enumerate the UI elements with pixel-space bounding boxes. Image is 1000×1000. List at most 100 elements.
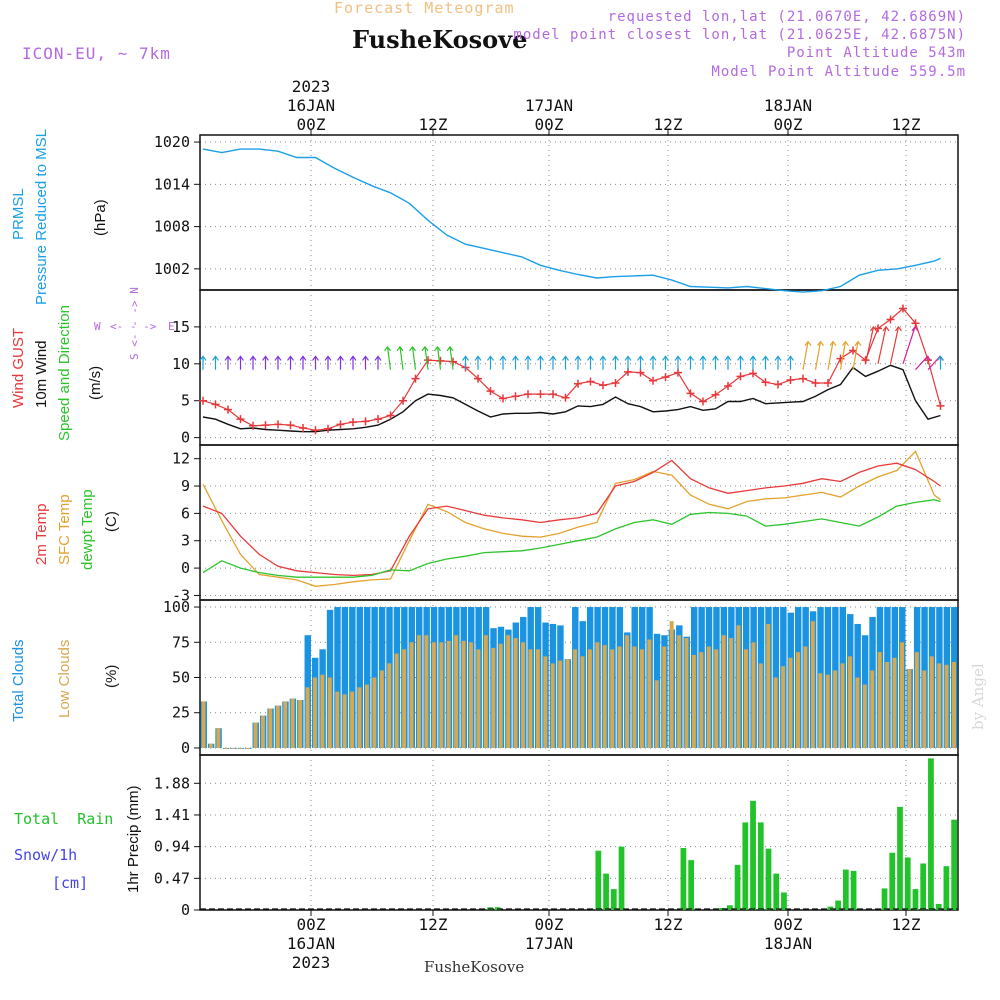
low-cloud-bar xyxy=(855,678,859,748)
rain-bar xyxy=(920,864,926,911)
low-cloud-bar xyxy=(870,670,874,748)
pressure-ytick-label: 1008 xyxy=(154,218,190,236)
low-cloud-bar xyxy=(491,648,495,748)
bottom-time-label: 12Z xyxy=(892,915,921,934)
low-cloud-bar xyxy=(647,639,651,748)
rain-bar xyxy=(773,874,779,910)
low-cloud-bar xyxy=(878,652,882,748)
low-cloud-bar xyxy=(625,635,629,748)
low-cloud-bar xyxy=(707,647,711,748)
clouds-ytick-label: 50 xyxy=(172,669,190,687)
wind-ytick-label: 10 xyxy=(172,355,190,373)
low-cloud-bar xyxy=(291,699,295,748)
low-cloud-bar xyxy=(826,675,830,748)
low-cloud-bar xyxy=(216,728,220,748)
wind10m-line xyxy=(203,365,941,431)
gust-marker xyxy=(524,390,532,398)
low-cloud-bar xyxy=(751,642,755,748)
top-time-label: 16JAN xyxy=(287,96,335,115)
low-cloud-bar xyxy=(328,678,332,748)
low-cloud-bar xyxy=(811,621,815,748)
gust-marker xyxy=(312,426,320,434)
gust-marker xyxy=(299,424,307,432)
low-cloud-bar xyxy=(907,669,911,748)
pressure-ytick-label: 1014 xyxy=(154,175,190,193)
gust-marker xyxy=(699,397,707,405)
low-cloud-bar xyxy=(848,656,852,748)
gust-marker xyxy=(412,375,420,383)
low-cloud-bar xyxy=(662,647,666,748)
gust-marker xyxy=(762,378,770,386)
low-cloud-bar xyxy=(439,642,443,748)
rain-bar xyxy=(735,865,741,910)
low-cloud-bar xyxy=(298,700,302,748)
gust-marker xyxy=(799,375,807,383)
low-cloud-bar xyxy=(581,656,585,748)
low-cloud-bar xyxy=(803,647,807,748)
low-cloud-bar xyxy=(841,663,845,748)
gust-line xyxy=(203,309,941,431)
pressure-panel-frame xyxy=(200,135,958,290)
low-cloud-bar xyxy=(506,635,510,748)
low-cloud-bar xyxy=(224,748,228,749)
low-cloud-bar xyxy=(566,659,570,748)
low-cloud-bar xyxy=(930,656,934,748)
gust-marker xyxy=(337,420,345,428)
low-cloud-bar xyxy=(536,649,540,748)
gust-marker xyxy=(687,389,695,397)
temperature-ytick-label: 9 xyxy=(181,477,190,495)
bottom-time-label: 2023 xyxy=(292,953,331,972)
gust-marker xyxy=(787,376,795,384)
low-cloud-bar xyxy=(655,680,659,748)
low-cloud-bar xyxy=(640,649,644,748)
low-cloud-bar xyxy=(528,649,532,748)
rain-bar xyxy=(611,889,617,910)
rain-bar xyxy=(913,889,919,910)
low-cloud-bar xyxy=(410,642,414,748)
rain-bar xyxy=(750,801,756,910)
wind-direction-arrow xyxy=(878,327,886,364)
clouds-ytick-label: 75 xyxy=(172,633,190,651)
low-cloud-bar xyxy=(952,662,956,748)
low-cloud-bar xyxy=(670,621,674,748)
low-cloud-bar xyxy=(573,649,577,748)
gust-marker xyxy=(499,395,507,403)
rain-bar xyxy=(758,822,764,910)
gust-marker xyxy=(424,356,432,364)
gust-marker xyxy=(287,421,295,429)
gust-marker xyxy=(324,425,332,433)
low-cloud-bar xyxy=(202,701,206,748)
rain-bar xyxy=(603,874,609,910)
temperature-ytick-label: 0 xyxy=(181,559,190,577)
low-cloud-bar xyxy=(685,638,689,748)
low-cloud-bar xyxy=(692,655,696,748)
rain-bar xyxy=(944,866,950,910)
clouds-ytick-label: 25 xyxy=(172,704,190,722)
meteogram-plot: 1002100810141020051015-30369120255075100… xyxy=(0,0,1000,1000)
low-cloud-bar xyxy=(722,635,726,748)
low-cloud-bar xyxy=(789,658,793,748)
low-cloud-bar xyxy=(893,658,897,748)
low-cloud-bar xyxy=(915,652,919,748)
rain-bar xyxy=(851,871,857,910)
low-cloud-bar xyxy=(595,642,599,748)
low-cloud-bar xyxy=(885,662,889,748)
gust-marker xyxy=(374,415,382,423)
rain-bar xyxy=(619,847,625,910)
wind-direction-arrow xyxy=(903,327,915,364)
precip-ytick-label: 0.94 xyxy=(154,838,190,856)
gust-marker xyxy=(674,369,682,377)
low-cloud-bar xyxy=(633,647,637,748)
low-cloud-bar xyxy=(447,641,451,748)
low-cloud-bar xyxy=(766,624,770,748)
top-time-label: 17JAN xyxy=(525,96,573,115)
gust-marker xyxy=(587,378,595,386)
low-cloud-bar xyxy=(543,656,547,748)
low-cloud-bar xyxy=(476,649,480,748)
low-cloud-bar xyxy=(313,678,317,748)
low-cloud-bar xyxy=(699,652,703,748)
low-cloud-bar xyxy=(551,663,555,748)
low-cloud-bar xyxy=(417,635,421,748)
low-cloud-bar xyxy=(372,678,376,748)
low-cloud-bar xyxy=(937,663,941,748)
